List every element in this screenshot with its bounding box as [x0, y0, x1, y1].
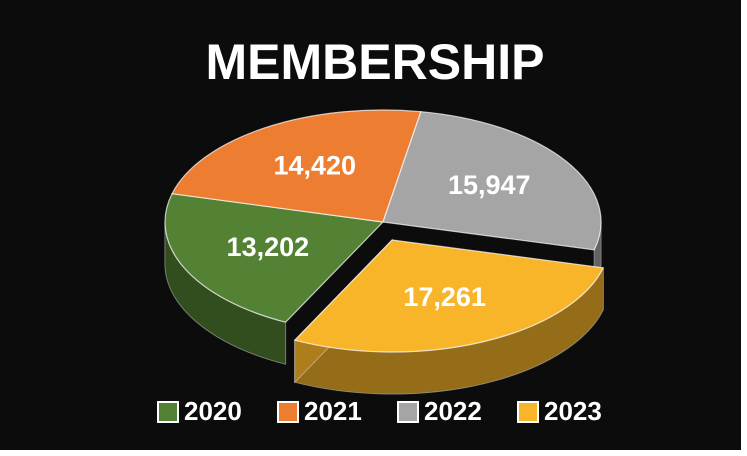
data-label: 13,202 [227, 232, 310, 262]
legend-label: 2023 [544, 396, 602, 426]
data-label: 15,947 [448, 170, 531, 200]
data-label: 14,420 [273, 150, 356, 180]
legend-swatch [397, 401, 419, 423]
slice [293, 239, 605, 353]
legend-label: 2021 [304, 396, 362, 426]
legend-swatch [277, 401, 299, 423]
chart-title: MEMBERSHIP [206, 34, 545, 90]
slice-side-shade [165, 222, 286, 365]
legend-swatch [157, 401, 179, 423]
slice [171, 109, 422, 223]
slice-side-shade [294, 267, 604, 394]
legend-label: 2022 [424, 396, 482, 426]
data-label: 17,261 [403, 282, 486, 312]
slice [164, 193, 385, 323]
legend-label: 2020 [184, 396, 242, 426]
legend-swatch [517, 401, 539, 423]
slice [382, 111, 602, 251]
